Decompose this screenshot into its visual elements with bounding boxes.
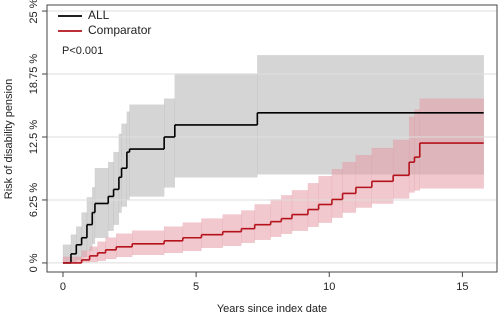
x-tick-label: 0 xyxy=(60,281,66,293)
x-tick-label: 15 xyxy=(456,281,468,293)
grid xyxy=(47,10,497,264)
confidence-band xyxy=(270,199,282,237)
confidence-band xyxy=(291,190,309,231)
y-tick-label: 6.25 % xyxy=(28,183,40,217)
confidence-band xyxy=(105,237,117,260)
confidence-band xyxy=(254,204,271,240)
y-tick-label: 12.5 % xyxy=(28,120,40,154)
y-axis-title: Risk of disability pension xyxy=(3,79,15,199)
confidence-band xyxy=(393,139,410,199)
confidence-band xyxy=(222,214,242,246)
confidence-band xyxy=(331,169,343,218)
confidence-band xyxy=(164,226,183,254)
legend-label: ALL xyxy=(88,8,110,22)
confidence-band xyxy=(116,233,133,258)
confidence-band xyxy=(81,250,90,264)
x-tick-label: 5 xyxy=(193,281,199,293)
lines xyxy=(62,112,484,264)
y-tick-label: 18.75 % xyxy=(28,54,40,95)
confidence-band xyxy=(164,98,175,188)
confidence-band xyxy=(307,183,319,227)
confidence-band xyxy=(408,116,415,193)
confidence-band xyxy=(132,230,165,256)
x-tick-label: 10 xyxy=(323,281,335,293)
confidence-band xyxy=(129,104,165,197)
legend-label: Comparator xyxy=(88,23,151,37)
confidence-band xyxy=(281,195,293,234)
confidence-band xyxy=(182,222,202,251)
confidence-band xyxy=(371,147,394,204)
confidence-band xyxy=(62,256,82,264)
confidence-band xyxy=(201,218,223,248)
y-tick-label: 25 % xyxy=(28,0,40,24)
x-axis-title: Years since index date xyxy=(217,303,327,315)
plot-frame xyxy=(46,4,498,273)
confidence-band xyxy=(342,162,357,213)
confidence-band xyxy=(241,210,255,243)
annotation: P<0.001 xyxy=(62,45,103,57)
confidence-band xyxy=(89,246,98,263)
y-tick-label: 0 % xyxy=(28,253,40,272)
confidence-band xyxy=(318,176,333,223)
confidence-band xyxy=(97,241,106,262)
